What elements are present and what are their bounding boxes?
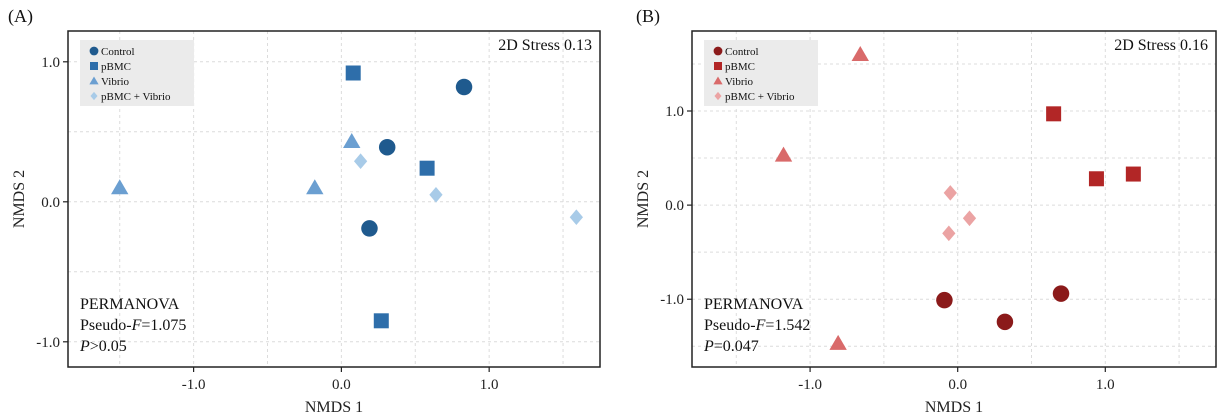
- pseudo-prefix: Pseudo-: [704, 317, 756, 334]
- data-point-circle: [455, 78, 473, 96]
- legend-label: pBMC + Vibrio: [725, 91, 795, 103]
- legend-marker-square: [714, 62, 722, 70]
- legend-label: Control: [725, 46, 759, 58]
- p-value-label: P>0.05: [79, 338, 127, 355]
- y-tick-label: 0.0: [665, 198, 684, 214]
- pseudo-prefix: Pseudo-: [80, 317, 132, 334]
- data-point-triangle: [111, 179, 129, 195]
- legend-label: Vibrio: [101, 76, 130, 88]
- data-point-square: [419, 160, 435, 176]
- data-points: [111, 65, 583, 329]
- stress-label: 2D Stress 0.16: [1114, 37, 1208, 54]
- p-symbol: P: [703, 338, 714, 355]
- legend-label: pBMC + Vibrio: [101, 91, 171, 103]
- legend-marker-triangle: [713, 76, 723, 85]
- data-point-square: [345, 65, 361, 81]
- legend-label: pBMC: [725, 61, 755, 73]
- data-point-circle: [996, 313, 1014, 331]
- legend-label: pBMC: [101, 61, 131, 73]
- legend-marker-diamond: [90, 91, 98, 101]
- legend: Control pBMC Vibrio pBMC + Vibrio: [80, 40, 194, 106]
- x-tick-label: -1.0: [798, 377, 822, 393]
- x-tick-label: 0.0: [332, 377, 351, 393]
- y-axis-title: NMDS 2: [635, 170, 652, 228]
- panel-label: (A): [8, 6, 33, 27]
- data-point-diamond: [353, 153, 368, 169]
- data-point-triangle: [343, 133, 361, 149]
- p-value-label: P=0.047: [703, 338, 759, 355]
- legend-background: [704, 40, 818, 106]
- legend-background: [80, 40, 194, 106]
- legend: Control pBMC Vibrio pBMC + Vibrio: [704, 40, 818, 106]
- plot-frame: [691, 30, 1217, 368]
- p-value: >0.05: [90, 338, 127, 355]
- y-tick-label: 1.0: [665, 104, 684, 120]
- y-axis-title: NMDS 2: [11, 170, 28, 228]
- legend-marker-circle: [713, 46, 723, 56]
- data-point-diamond: [429, 187, 443, 203]
- y-tick-label: 0.0: [41, 195, 60, 211]
- plot-frame: [67, 30, 601, 368]
- data-point-square: [1046, 106, 1062, 122]
- legend-label: Control: [101, 46, 135, 58]
- gridlines: [68, 31, 600, 367]
- data-point-circle: [1052, 285, 1070, 302]
- p-symbol: P: [79, 338, 90, 355]
- data-point-square: [1125, 166, 1141, 182]
- data-point-triangle: [774, 146, 793, 162]
- pseudo-f-label: Pseudo-F=1.075: [80, 317, 186, 334]
- data-point-diamond: [943, 185, 957, 201]
- pseudo-f-label: Pseudo-F=1.542: [704, 317, 810, 334]
- data-point-diamond: [962, 210, 977, 227]
- data-points: [774, 45, 1141, 350]
- legend-label: Vibrio: [725, 76, 754, 88]
- p-value: =0.047: [714, 338, 759, 355]
- legend-marker-triangle: [89, 76, 99, 85]
- pseudo-f-value: =1.542: [765, 317, 810, 334]
- x-axis-title: NMDS 1: [305, 399, 363, 416]
- panel-a: (A) -1.0 0.0 1.0 -1.0 0.0 1.0 NMDS 1 NMDS 2 2D St…: [8, 6, 601, 416]
- x-tick-label: 1.0: [480, 377, 499, 393]
- y-tick-label: -1.0: [660, 292, 684, 308]
- permanova-title: PERMANOVA: [80, 296, 180, 313]
- stress-label: 2D Stress 0.13: [498, 37, 592, 54]
- data-point-circle: [378, 138, 396, 156]
- data-point-triangle: [829, 334, 847, 350]
- data-point-triangle: [306, 179, 324, 195]
- y-tick-label: -1.0: [36, 335, 60, 351]
- x-tick-label: 1.0: [1096, 377, 1115, 393]
- data-point-triangle: [851, 45, 869, 61]
- data-point-square: [373, 313, 389, 329]
- data-point-circle: [936, 291, 953, 309]
- permanova-title: PERMANOVA: [704, 296, 804, 313]
- x-axis-title: NMDS 1: [925, 399, 983, 416]
- data-point-square: [1088, 171, 1104, 187]
- data-point-diamond: [942, 225, 956, 242]
- x-tick-label: 0.0: [948, 377, 967, 393]
- y-tick-label: 1.0: [41, 55, 60, 71]
- pseudo-f-symbol: F: [755, 317, 766, 334]
- panel-label: (B): [636, 6, 660, 27]
- data-point-diamond: [569, 209, 583, 225]
- legend-marker-square: [90, 62, 98, 70]
- pseudo-f-value: =1.075: [141, 317, 186, 334]
- legend-marker-circle: [89, 46, 99, 56]
- pseudo-f-symbol: F: [131, 317, 142, 334]
- data-point-circle: [361, 220, 378, 237]
- legend-marker-diamond: [714, 91, 722, 101]
- panel-b: (B) -1.0 0.0 1.0 -1.0 0.0 1.0 NMDS 1 NMDS 2 2D St…: [635, 6, 1217, 416]
- x-tick-label: -1.0: [182, 377, 206, 393]
